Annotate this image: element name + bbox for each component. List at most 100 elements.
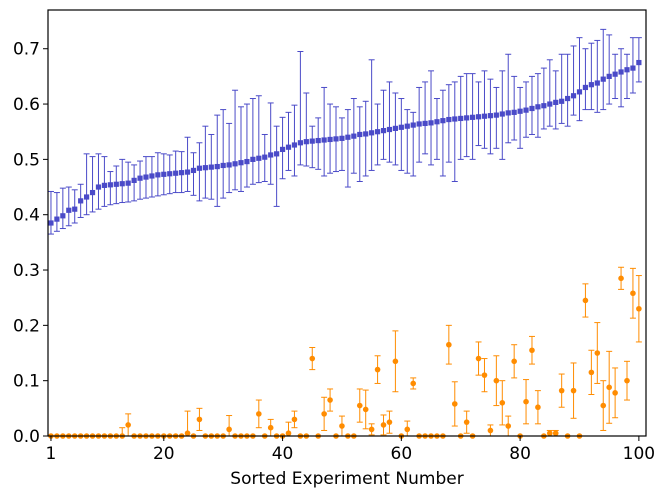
data-point [618,69,624,75]
data-point [386,419,393,425]
error-bar [481,70,488,149]
error-bar [59,187,66,230]
error-bar [623,53,630,100]
data-point [565,95,571,102]
data-point [196,165,203,171]
error-bar [190,152,197,196]
data-point [546,430,553,437]
data-point [529,347,535,354]
data-point [309,138,315,144]
data-point [303,139,309,145]
data-point [440,118,446,124]
data-point [356,402,363,409]
data-point [232,161,238,167]
data-point [72,206,78,212]
data-point [279,146,286,153]
error-bar [410,111,417,177]
error-bar [291,104,298,177]
data-point [588,82,594,88]
error-bar [451,81,458,183]
data-point [285,430,292,437]
data-point [256,411,262,417]
y-tick-label: 0.0 [13,427,40,447]
data-point [173,170,179,176]
error-bar [338,117,345,171]
data-point [570,387,577,394]
data-point [339,423,345,429]
plot-frame [47,9,647,437]
error-bar [297,50,304,166]
data-point [618,275,624,282]
data-point [469,114,476,120]
data-point [369,130,375,136]
y-tick-label: 0.2 [13,316,40,336]
data-point [161,171,167,177]
error-bar [422,81,429,155]
error-bar [285,111,292,171]
y-tick-label: 0.4 [13,206,40,226]
data-point [552,430,559,437]
data-point [594,80,600,86]
error-bar [95,153,102,210]
error-bar [107,171,114,206]
data-point [143,174,149,180]
data-point [600,402,607,409]
data-point [321,411,327,417]
data-point [523,107,529,113]
data-point [190,167,197,174]
data-point [268,152,274,158]
marks-layer [47,28,642,439]
data-point [410,380,417,387]
error-bar [588,42,595,111]
data-point [107,182,113,188]
error-bar [368,59,375,171]
data-point [434,119,440,125]
data-point [66,207,72,213]
y-tick-label: 0.1 [13,372,40,392]
data-point [113,181,119,187]
data-point [505,423,512,429]
error-bar [362,100,369,177]
data-point [321,137,327,143]
data-point [535,104,541,110]
x-ticks: 1 20 40 60 80 100 [46,436,655,464]
error-bar [629,37,636,94]
data-point [362,406,369,413]
error-bar [214,114,221,207]
error-bar [528,75,535,135]
data-point [291,416,298,423]
data-point [624,377,630,384]
series-1 [48,266,642,439]
data-point [636,59,642,66]
data-point [89,189,96,196]
data-point [262,154,268,160]
y-tick-label: 0.5 [13,150,40,170]
data-point [529,105,535,112]
data-point [523,398,529,405]
data-point [481,372,488,378]
error-bar [119,158,126,204]
data-point [244,158,250,165]
data-point [630,290,636,297]
data-point [327,397,333,403]
data-point [493,377,500,384]
data-point [333,136,339,142]
data-point [600,76,606,82]
error-bar [226,122,233,194]
data-point [256,155,262,161]
data-point [101,182,108,188]
error-bar [386,81,393,163]
data-point [451,401,458,407]
data-point [416,121,422,127]
data-point [624,67,630,73]
data-point [404,426,411,433]
data-point [184,430,191,437]
data-point [137,175,143,181]
data-point [392,125,398,131]
error-bar [511,75,518,141]
error-bar [433,98,440,160]
error-bar [594,39,601,113]
error-bar [243,103,250,188]
data-point [588,369,595,376]
